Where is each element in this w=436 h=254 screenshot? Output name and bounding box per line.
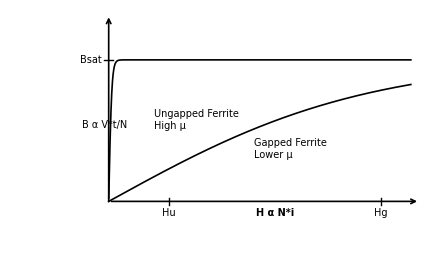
Text: Bsat: Bsat: [80, 55, 102, 65]
Text: High μ: High μ: [154, 121, 186, 131]
Text: Hu: Hu: [162, 208, 176, 218]
Text: Gapped Ferrite: Gapped Ferrite: [254, 138, 327, 148]
Text: B α V*t/N: B α V*t/N: [82, 120, 127, 130]
Text: Hg: Hg: [374, 208, 387, 218]
Text: H α N*i: H α N*i: [256, 208, 294, 218]
Text: Ungapped Ferrite: Ungapped Ferrite: [154, 109, 239, 119]
Text: Lower μ: Lower μ: [254, 150, 293, 160]
